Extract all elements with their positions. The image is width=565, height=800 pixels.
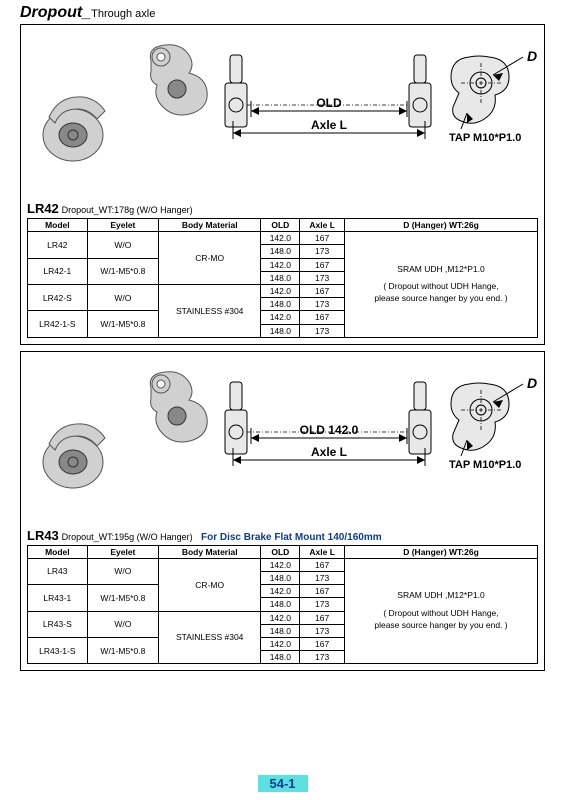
cell-model: LR43-1: [28, 585, 88, 611]
col-header: Eyelet: [87, 219, 158, 232]
cell-eyelet: W/O: [87, 611, 158, 637]
cell-old: 148.0: [261, 624, 300, 637]
cell-eyelet: W/1-M5*0.8: [87, 585, 158, 611]
col-header: Axle L: [300, 545, 345, 558]
cell-axle: 173: [300, 324, 345, 337]
cell-old: 142.0: [261, 232, 300, 245]
table-row: LR43W/OCR-MO142.0167SRAM UDH ,M12*P1.0( …: [28, 558, 538, 571]
cell-axle: 167: [300, 611, 345, 624]
spec-table: ModelEyeletBody MaterialOLDAxle LD (Hang…: [27, 545, 538, 665]
spec-table: ModelEyeletBody MaterialOLDAxle LD (Hang…: [27, 218, 538, 338]
cell-material: CR-MO: [159, 558, 261, 611]
cell-model: LR42: [28, 232, 88, 258]
cell-axle: 167: [300, 558, 345, 571]
cell-axle: 173: [300, 245, 345, 258]
cell-axle: 167: [300, 284, 345, 297]
section-extra: For Disc Brake Flat Mount 140/160mm: [201, 532, 382, 543]
cell-d-hanger: SRAM UDH ,M12*P1.0( Dropout without UDH …: [345, 232, 538, 338]
section-subtitle: Dropout_WT:195g (W/O Hanger): [62, 532, 193, 542]
cell-material: CR-MO: [159, 232, 261, 285]
cell-old: 142.0: [261, 311, 300, 324]
col-header: Model: [28, 545, 88, 558]
render-illustration: [31, 364, 211, 524]
col-header: Model: [28, 219, 88, 232]
header-sub: Through axle: [91, 8, 155, 20]
section-subtitle: Dropout_WT:178g (W/O Hanger): [62, 205, 193, 215]
diagram-area: OLD 142.0 Axle L D TAP M10*P1.0: [27, 358, 538, 528]
svg-text:OLD 142.0: OLD 142.0: [300, 423, 359, 437]
cell-old: 148.0: [261, 271, 300, 284]
cell-eyelet: W/1-M5*0.8: [87, 638, 158, 664]
cell-axle: 167: [300, 258, 345, 271]
col-header: OLD: [261, 219, 300, 232]
schematic-illustration: OLD 142.0 Axle L D TAP M10*P1.0: [217, 368, 547, 508]
cell-eyelet: W/1-M5*0.8: [87, 311, 158, 337]
cell-old: 142.0: [261, 284, 300, 297]
cell-model: LR42-S: [28, 284, 88, 310]
cell-old: 148.0: [261, 572, 300, 585]
col-header: Body Material: [159, 545, 261, 558]
col-header: Axle L: [300, 219, 345, 232]
svg-text:D: D: [527, 48, 537, 64]
svg-text:Axle L: Axle L: [311, 118, 347, 132]
cell-axle: 173: [300, 598, 345, 611]
cell-old: 142.0: [261, 558, 300, 571]
cell-model: LR42-1-S: [28, 311, 88, 337]
cell-axle: 173: [300, 298, 345, 311]
cell-d-hanger: SRAM UDH ,M12*P1.0( Dropout without UDH …: [345, 558, 538, 664]
cell-old: 148.0: [261, 245, 300, 258]
section-code: LR42: [27, 201, 59, 216]
section-heading: LR42 Dropout_WT:178g (W/O Hanger): [27, 201, 538, 216]
cell-old: 148.0: [261, 324, 300, 337]
schematic-illustration: OLD Axle L D TAP M10*P1.0: [217, 41, 547, 181]
cell-eyelet: W/1-M5*0.8: [87, 258, 158, 284]
cell-axle: 167: [300, 232, 345, 245]
section-heading: LR43 Dropout_WT:195g (W/O Hanger) For Di…: [27, 528, 538, 543]
col-header: OLD: [261, 545, 300, 558]
table-row: LR42W/OCR-MO142.0167SRAM UDH ,M12*P1.0( …: [28, 232, 538, 245]
cell-axle: 173: [300, 651, 345, 664]
cell-old: 148.0: [261, 298, 300, 311]
svg-text:Axle L: Axle L: [311, 445, 347, 459]
col-header: Eyelet: [87, 545, 158, 558]
cell-axle: 173: [300, 271, 345, 284]
section-code: LR43: [27, 528, 59, 543]
cell-old: 148.0: [261, 598, 300, 611]
section-panel: OLD 142.0 Axle L D TAP M10*P1.0 LR43 Dro: [20, 351, 545, 672]
cell-model: LR42-1: [28, 258, 88, 284]
cell-axle: 167: [300, 585, 345, 598]
cell-old: 142.0: [261, 585, 300, 598]
cell-model: LR43: [28, 558, 88, 584]
cell-model: LR43-1-S: [28, 638, 88, 664]
cell-eyelet: W/O: [87, 558, 158, 584]
header-main: Dropout_: [20, 4, 91, 21]
page-number: 54-1: [257, 775, 307, 792]
cell-material: STAINLESS #304: [159, 284, 261, 337]
cell-old: 142.0: [261, 611, 300, 624]
cell-old: 142.0: [261, 258, 300, 271]
page-header: Dropout_Through axle: [0, 0, 565, 24]
cell-material: STAINLESS #304: [159, 611, 261, 664]
cell-eyelet: W/O: [87, 284, 158, 310]
svg-text:D: D: [527, 375, 537, 391]
render-illustration: [31, 37, 211, 197]
col-header: Body Material: [159, 219, 261, 232]
col-header: D (Hanger) WT:26g: [345, 545, 538, 558]
svg-text:TAP M10*P1.0: TAP M10*P1.0: [449, 132, 521, 144]
cell-model: LR43-S: [28, 611, 88, 637]
cell-axle: 173: [300, 624, 345, 637]
col-header: D (Hanger) WT:26g: [345, 219, 538, 232]
cell-eyelet: W/O: [87, 232, 158, 258]
section-panel: OLD Axle L D TAP M10*P1.0 LR42 Dropout_W: [20, 24, 545, 345]
cell-axle: 173: [300, 572, 345, 585]
cell-axle: 167: [300, 638, 345, 651]
cell-old: 148.0: [261, 651, 300, 664]
cell-old: 142.0: [261, 638, 300, 651]
svg-text:TAP M10*P1.0: TAP M10*P1.0: [449, 459, 521, 471]
svg-text:OLD: OLD: [316, 96, 342, 110]
cell-axle: 167: [300, 311, 345, 324]
diagram-area: OLD Axle L D TAP M10*P1.0: [27, 31, 538, 201]
